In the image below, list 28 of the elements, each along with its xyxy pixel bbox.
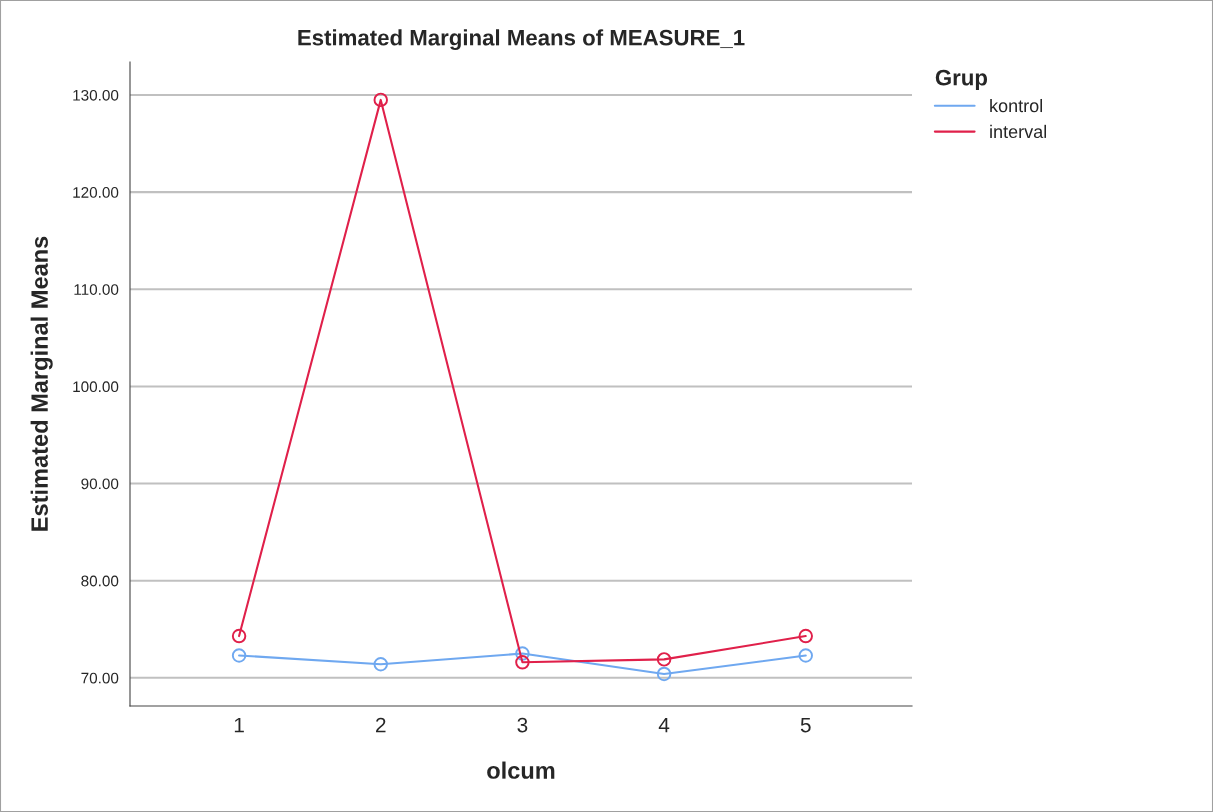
point: [798, 648, 813, 663]
y-tick-label: 70.00: [81, 672, 119, 684]
x-tick-label: 2: [376, 717, 386, 733]
x-tick-label: 1: [234, 717, 244, 733]
legend-label: interval: [990, 124, 1047, 139]
point: [656, 666, 672, 682]
y-tick-label: 130.00: [73, 89, 119, 101]
point: [515, 655, 530, 670]
x-tick-label: 5: [800, 717, 811, 733]
x-axis-title: olcum: [487, 761, 555, 779]
point: [231, 648, 247, 663]
legend-label: kontrol: [990, 98, 1043, 113]
point: [231, 628, 247, 644]
x-tick-label: 3: [517, 717, 528, 733]
point: [798, 628, 813, 644]
y-axis-title: Estimated Marginal Means: [30, 236, 53, 531]
y-tick-label: 110.00: [74, 284, 119, 295]
y-tick-label: 90.00: [81, 478, 119, 490]
point: [656, 652, 672, 667]
y-tick-label: 120.00: [73, 187, 119, 198]
point: [373, 657, 388, 672]
y-tick-label: 100.00: [73, 381, 119, 393]
point: [515, 646, 530, 661]
chart-title: Estimated Marginal Means of MEASURE_1: [298, 29, 745, 51]
point: [373, 92, 388, 108]
legend-title: Grup: [935, 69, 988, 90]
y-tick-label: 80.00: [81, 575, 119, 587]
x-tick-label: 4: [658, 717, 670, 733]
